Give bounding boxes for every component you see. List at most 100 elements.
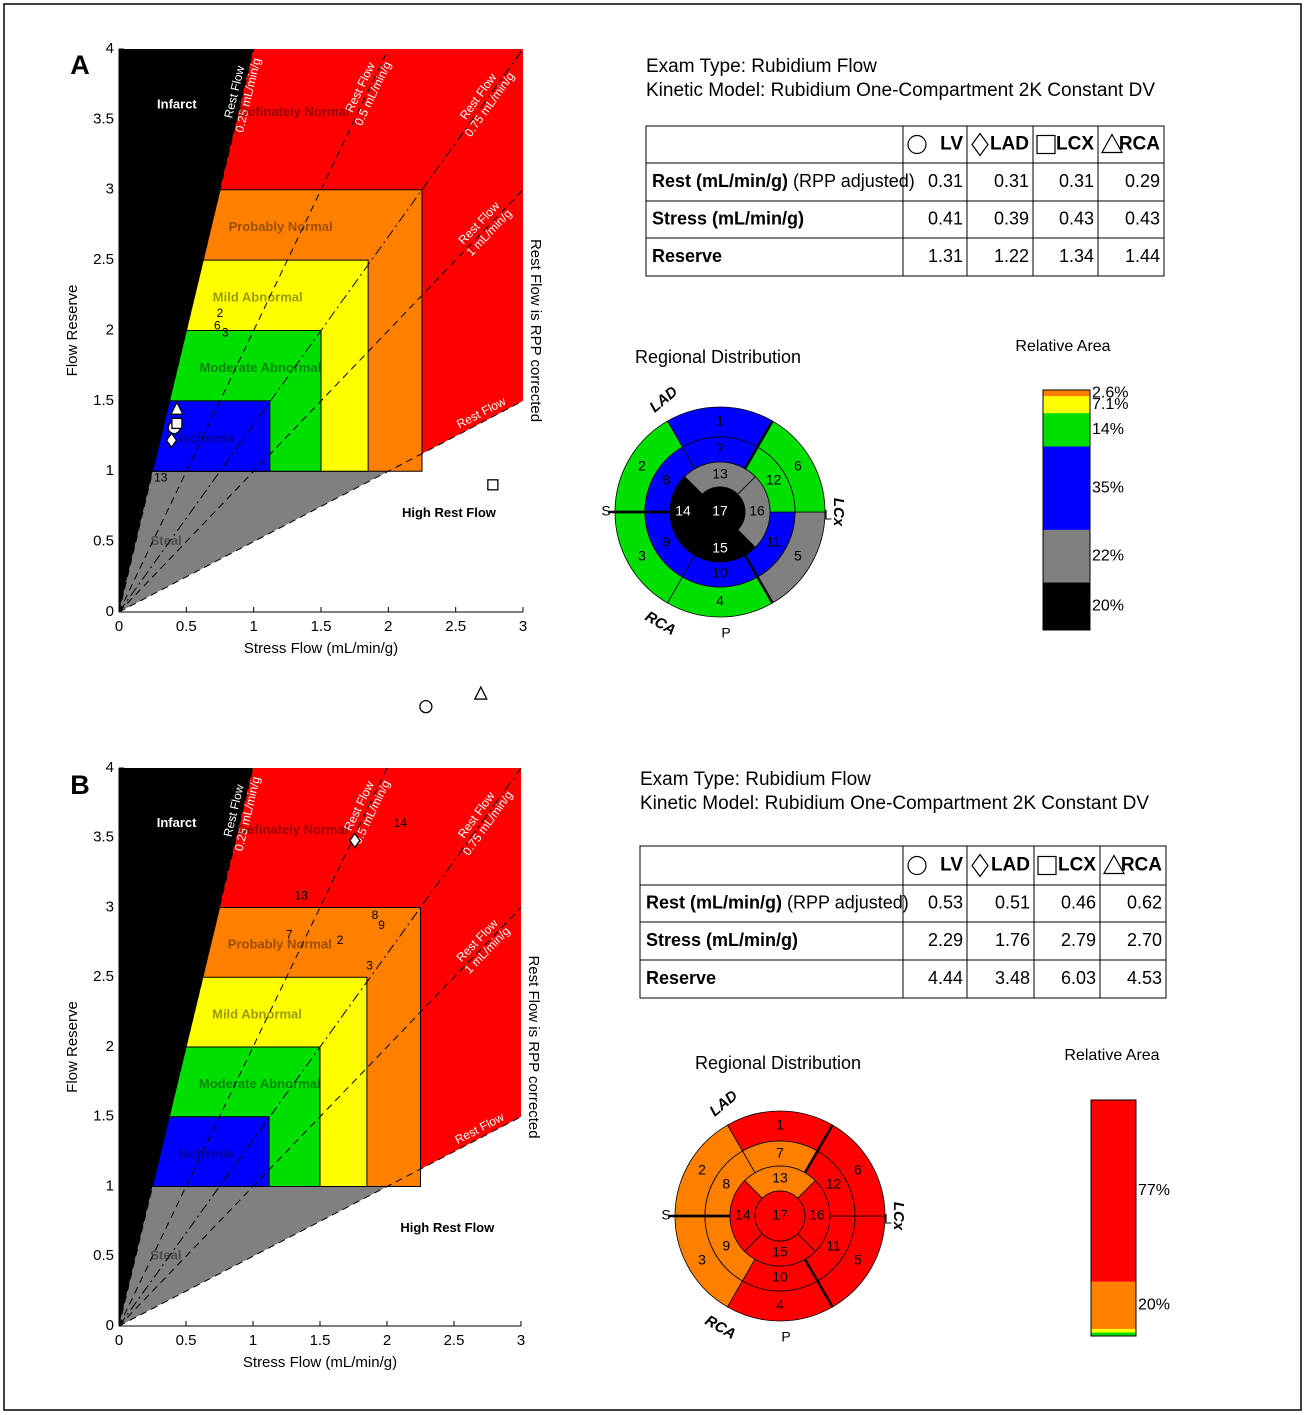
area-segment — [1043, 396, 1090, 414]
territory-boundary — [743, 420, 774, 470]
area-label: 7.1% — [1092, 396, 1128, 413]
segment-label: 2 — [698, 1162, 706, 1178]
segment-label: 9 — [662, 534, 670, 550]
zone-label: Steal — [151, 533, 182, 548]
segment-label: 1 — [776, 1117, 784, 1133]
segment-label: 17 — [772, 1207, 788, 1223]
row-label: Reserve — [646, 968, 716, 988]
area-segment — [1043, 529, 1090, 583]
x-tick-label: 0.5 — [176, 618, 197, 635]
segment-label: 15 — [772, 1244, 788, 1260]
table-value: 0.41 — [928, 208, 963, 228]
exam-type: Exam Type: Rubidium Flow — [640, 769, 871, 790]
column-header: LCX — [1058, 855, 1096, 876]
rest-flow-line — [118, 767, 522, 1327]
area-label: 14% — [1092, 421, 1124, 438]
segment-label: 5 — [854, 1252, 862, 1268]
symbol — [971, 853, 989, 878]
x-tick-label: 2.5 — [444, 1332, 465, 1349]
rest-flow-line — [118, 1116, 522, 1327]
column-header: RCA — [1119, 134, 1160, 155]
segment-label: 5 — [794, 548, 802, 564]
segment-label: 8 — [722, 1176, 730, 1192]
table-value: 0.29 — [1125, 171, 1160, 191]
segment-label: 2 — [638, 458, 646, 474]
zone-label: Mild Abnormal — [213, 290, 303, 305]
y-tick-label: 2.5 — [93, 251, 114, 268]
bullseye-title: Regional Distribution — [635, 347, 801, 367]
area-label: 77% — [1138, 1182, 1170, 1199]
table-value: 0.31 — [928, 171, 963, 191]
x-tick-label: 2.5 — [445, 618, 466, 635]
point — [419, 699, 433, 714]
x-tick-label: 1 — [249, 1332, 257, 1349]
area-segment — [1043, 390, 1090, 397]
x-tick-label: 0 — [115, 618, 123, 635]
area-outline — [1042, 389, 1091, 631]
x-tick-label: 3 — [519, 618, 527, 635]
x-tick-label: 0 — [115, 1332, 123, 1349]
area-label: 20% — [1092, 597, 1124, 614]
area-title: Relative Area — [1015, 338, 1110, 355]
area-label: 35% — [1092, 479, 1124, 496]
area-segment — [1091, 1332, 1136, 1336]
territory-boundary — [803, 1124, 834, 1174]
y-tick-label: 1.5 — [93, 1108, 114, 1125]
y-axis-label: Flow Reserve — [64, 1001, 81, 1093]
column-header: LAD — [990, 134, 1029, 155]
segment-label: 1 — [716, 413, 724, 429]
segment-label: 14 — [735, 1207, 751, 1223]
x-tick-label: 1.5 — [311, 618, 332, 635]
area-segment — [1091, 1100, 1136, 1282]
rest-flow-line — [118, 48, 389, 613]
table-value: 2.70 — [1127, 930, 1162, 950]
y-axis-label: Flow Reserve — [64, 285, 81, 377]
zone-label: Definately Normal — [238, 822, 349, 837]
area-label: 20% — [1138, 1297, 1170, 1314]
segment-label: 7 — [716, 441, 724, 457]
segment-label: 16 — [809, 1207, 825, 1223]
area-segment — [1043, 413, 1090, 447]
segment-label: 7 — [776, 1145, 784, 1161]
territory-label: LAD — [706, 1087, 741, 1120]
segment-label: 10 — [772, 1269, 788, 1285]
table-value: 3.48 — [995, 968, 1030, 988]
area-segment — [1091, 1328, 1136, 1333]
area-segment — [1043, 446, 1090, 530]
territory-label: RCA — [642, 608, 679, 639]
table-value: 0.43 — [1125, 208, 1160, 228]
y-tick-label: 0 — [106, 603, 114, 620]
row-label-main: Reserve — [646, 968, 716, 988]
row-label: Rest (mL/min/g) (RPP adjusted) — [646, 892, 909, 912]
direction-label: L — [884, 1211, 892, 1227]
zone-label: Moderate Abnormal — [200, 360, 322, 375]
symbol — [1100, 133, 1124, 154]
territory-label: RCA — [702, 1312, 739, 1343]
segment-label: 11 — [766, 534, 781, 550]
segment-annotation: 6 — [214, 318, 221, 332]
rest-flow-line — [118, 48, 524, 613]
zone-label: Definately Normal — [239, 104, 350, 119]
point — [473, 685, 488, 700]
direction-label: S — [601, 503, 610, 519]
symbol — [1036, 134, 1056, 155]
column-header: LAD — [991, 855, 1030, 876]
table-value: 0.53 — [928, 892, 963, 912]
territory-label: LCx — [890, 1202, 907, 1231]
table-value: 6.03 — [1061, 968, 1096, 988]
row-label: Stress (mL/min/g) — [646, 930, 798, 950]
area-label: 2.6% — [1092, 384, 1128, 401]
symbol — [1037, 855, 1057, 876]
segment-annotation: 7 — [286, 928, 293, 942]
x-tick-label: 2 — [383, 1332, 391, 1349]
kinetic-model: Kinetic Model: Rubidium One-Compartment … — [646, 80, 1155, 101]
direction-label: P — [781, 1329, 790, 1345]
segment-label: 10 — [712, 565, 728, 581]
area-title: Relative Area — [1064, 1047, 1159, 1064]
rest-flow-line — [118, 189, 524, 613]
zone-label: Mild Abnormal — [212, 1006, 302, 1021]
y-tick-label: 2 — [106, 321, 114, 338]
table-value: 4.44 — [928, 968, 963, 988]
column-header: LV — [940, 855, 963, 876]
table-value: 1.76 — [995, 930, 1030, 950]
